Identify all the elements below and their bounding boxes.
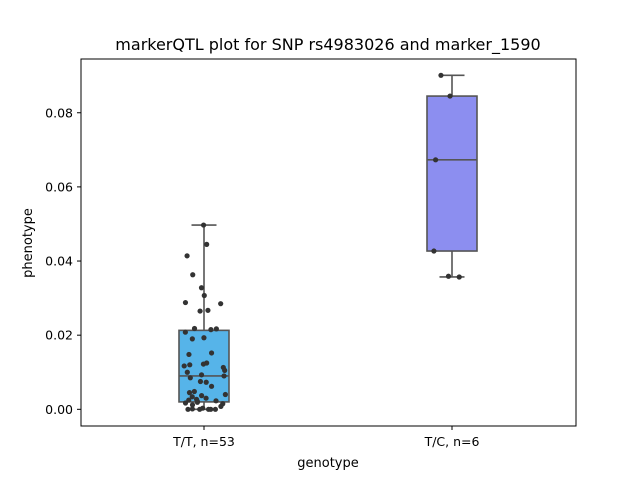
data-point	[203, 395, 209, 401]
data-point	[200, 222, 207, 228]
data-point	[218, 403, 224, 409]
data-point	[213, 398, 219, 404]
data-point	[187, 375, 193, 381]
data-point	[198, 285, 205, 291]
data-point	[438, 72, 444, 78]
data-point	[199, 393, 205, 399]
y-tick-label: 0.02	[45, 328, 73, 343]
x-tick-label: T/C, n=6	[424, 434, 480, 449]
x-tick-label: T/T, n=53	[172, 434, 235, 449]
data-point	[447, 93, 453, 99]
data-point	[431, 248, 437, 254]
data-point	[198, 372, 205, 378]
data-point	[203, 379, 209, 385]
axes: 0.00 0.02 0.04 0.06 0.08 T/T, n=53 T/C, n=6	[45, 105, 479, 449]
data-point	[208, 350, 215, 356]
data-point	[189, 394, 195, 400]
data-point	[186, 351, 192, 358]
data-point	[197, 378, 204, 385]
data-point	[205, 307, 211, 313]
data-point	[194, 399, 201, 405]
data-point	[433, 157, 439, 163]
plot-frame	[80, 58, 577, 427]
y-tick-label: 0.04	[45, 254, 73, 269]
data-point	[190, 272, 196, 278]
data-point	[197, 406, 203, 412]
chart-title: markerQTL plot for SNP rs4983026 and mar…	[115, 35, 540, 55]
y-tick-label: 0.06	[45, 179, 73, 194]
x-axis-label: genotype	[297, 456, 358, 471]
y-tick-label: 0.00	[45, 402, 73, 417]
data-point	[184, 253, 190, 259]
box-iqr	[426, 95, 478, 252]
plot-area	[178, 72, 478, 412]
data-point	[208, 327, 214, 333]
data-point	[213, 326, 219, 332]
data-point	[445, 273, 452, 279]
data-point	[187, 362, 193, 368]
data-point	[182, 329, 188, 335]
box-group	[426, 74, 478, 278]
data-point	[197, 308, 203, 314]
data-point	[201, 335, 207, 341]
data-point	[185, 406, 191, 412]
data-point	[186, 390, 193, 396]
data-point	[191, 388, 197, 395]
data-point	[182, 400, 189, 406]
data-point	[204, 241, 210, 247]
data-point	[221, 373, 227, 379]
data-point	[218, 301, 224, 307]
y-tick-label: 0.08	[45, 105, 73, 120]
y-axis-label: phenotype	[21, 208, 36, 278]
data-point	[201, 292, 207, 299]
data-point	[189, 402, 196, 408]
data-point	[191, 325, 198, 332]
data-point	[189, 406, 195, 412]
data-point	[208, 383, 215, 389]
data-point	[181, 363, 187, 369]
data-point	[208, 406, 214, 412]
data-point	[456, 274, 462, 280]
data-point	[189, 336, 195, 342]
data-point	[200, 361, 207, 367]
data-point	[182, 299, 189, 306]
data-point	[184, 369, 190, 375]
data-point	[212, 406, 218, 412]
data-point	[222, 367, 228, 373]
data-point	[222, 391, 228, 398]
